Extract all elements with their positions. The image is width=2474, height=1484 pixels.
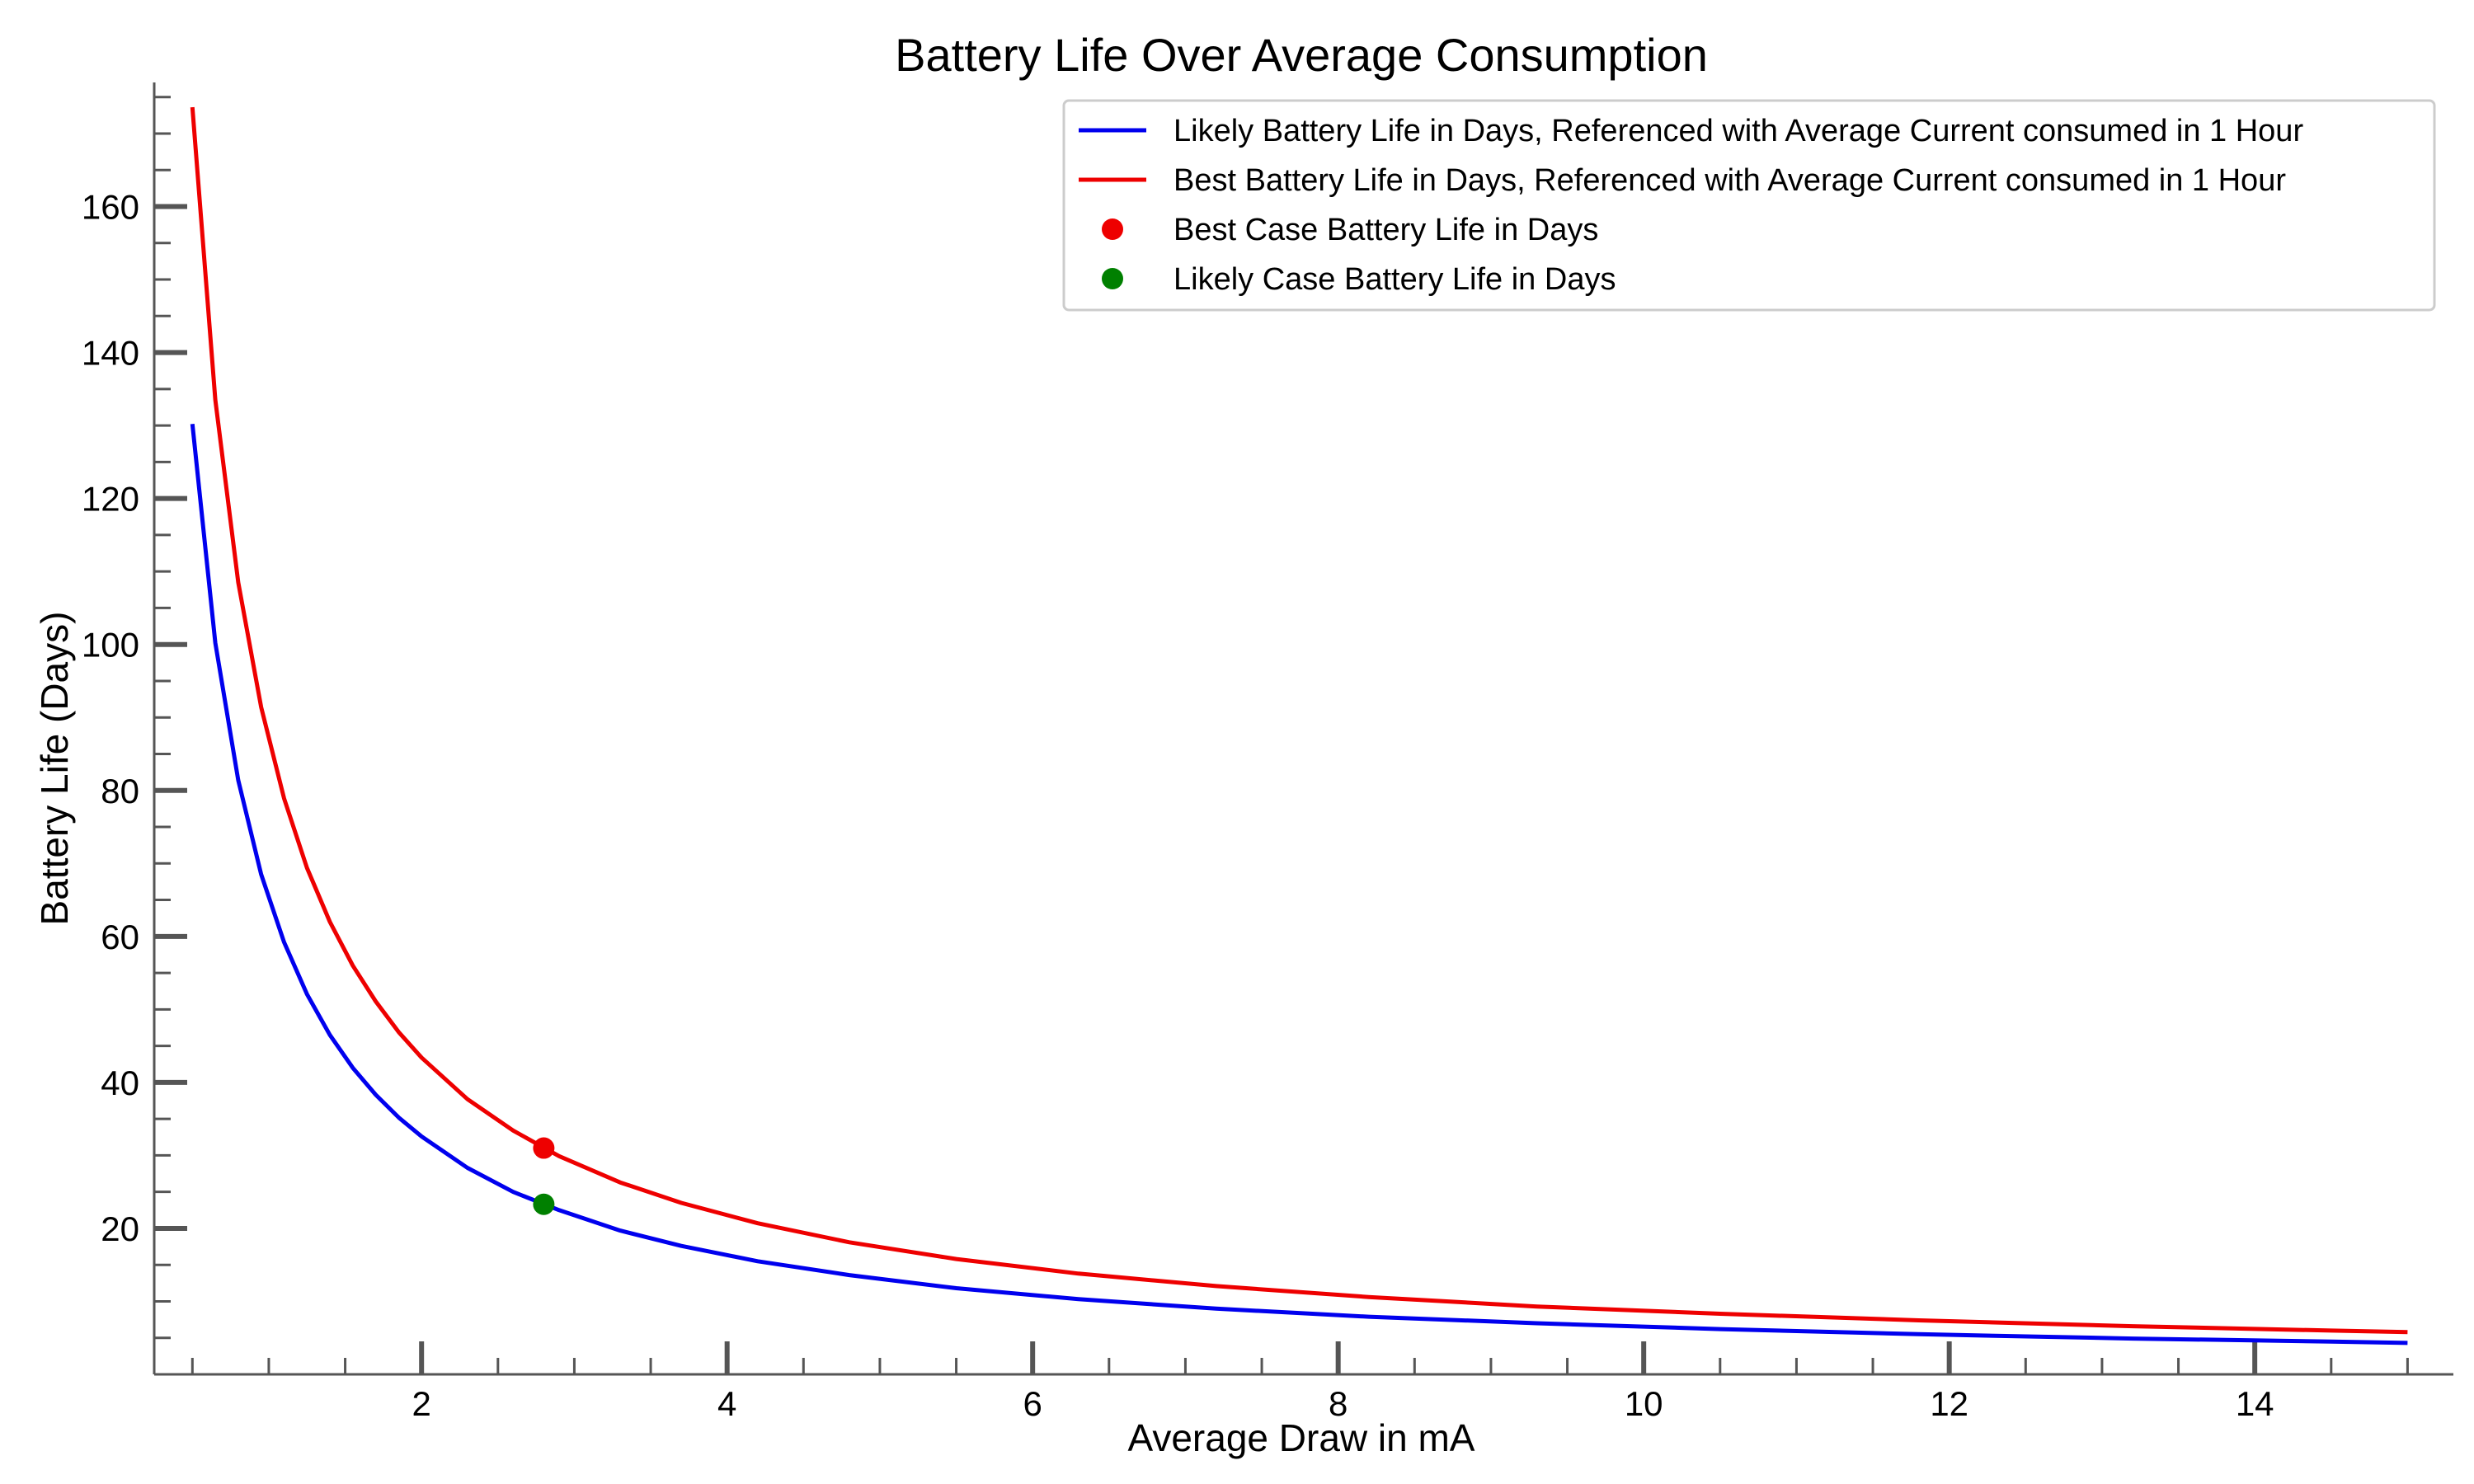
y-axis-label: Battery Life (Days) xyxy=(33,612,76,926)
data-point-2 xyxy=(533,1137,555,1159)
data-point-3 xyxy=(533,1193,555,1215)
legend-box xyxy=(1062,99,2436,312)
y-tick-label: 120 xyxy=(82,480,139,519)
legend-swatch-2 xyxy=(1102,218,1123,240)
legend-label-0: Likely Battery Life in Days, Referenced … xyxy=(1174,114,2303,148)
chart-title: Battery Life Over Average Consumption xyxy=(895,29,1708,81)
legend: Likely Battery Life in Days, Referenced … xyxy=(1062,99,2436,312)
y-tick-label: 160 xyxy=(82,188,139,227)
y-tick-label: 140 xyxy=(82,334,139,373)
x-tick-label: 6 xyxy=(1023,1384,1042,1423)
plot-area xyxy=(190,106,2408,1345)
y-tick-label: 60 xyxy=(101,918,139,956)
x-axis-label: Average Draw in mA xyxy=(1128,1416,1475,1459)
x-tick-label: 2 xyxy=(412,1384,431,1423)
legend-swatch-3 xyxy=(1102,268,1123,289)
y-tick-label: 40 xyxy=(101,1064,139,1102)
x-tick-label: 8 xyxy=(1329,1384,1348,1423)
x-tick-label: 12 xyxy=(1930,1384,1968,1423)
axes: 2 4 6 8 10 12 14 20 40 60 80 100 120 140 160 xyxy=(82,82,2453,1423)
y-tick-label: 100 xyxy=(82,626,139,665)
series-line-0 xyxy=(190,424,2408,1345)
legend-label-1: Best Battery Life in Days, Referenced wi… xyxy=(1174,163,2286,198)
legend-label-2: Best Case Battery Life in Days xyxy=(1174,213,1598,247)
y-tick-label: 80 xyxy=(101,772,139,810)
y-tick-label: 20 xyxy=(101,1209,139,1248)
legend-label-3: Likely Case Battery Life in Days xyxy=(1174,262,1616,297)
x-tick-label: 14 xyxy=(2236,1384,2274,1423)
x-tick-label: 4 xyxy=(717,1384,736,1423)
series-line-1 xyxy=(190,106,2408,1335)
x-tick-label: 10 xyxy=(1625,1384,1663,1423)
